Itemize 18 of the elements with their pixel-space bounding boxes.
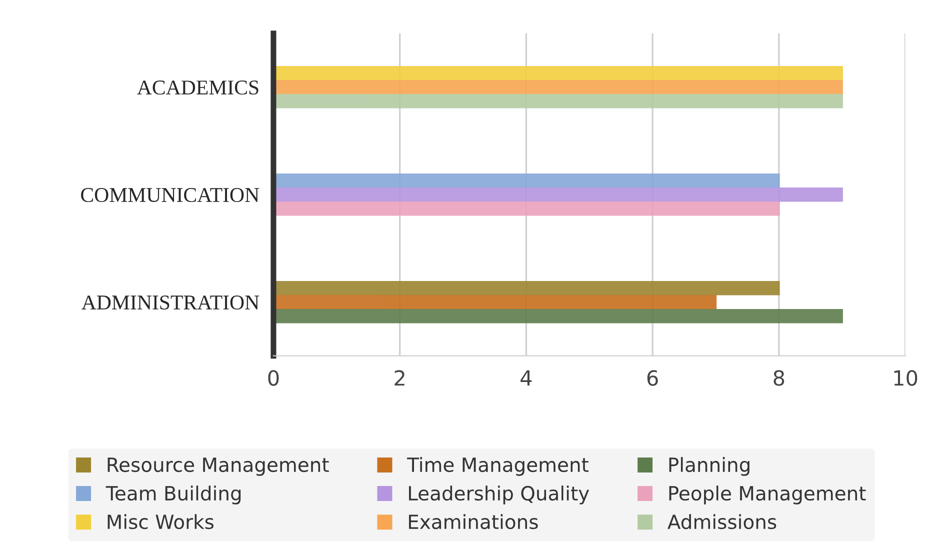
x-tick-label: 6 <box>647 370 658 386</box>
legend-label: Time Management <box>407 457 588 476</box>
legend-label: Leadership Quality <box>409 486 590 504</box>
x-tick-label: 2 <box>394 370 404 386</box>
x-tick-label: 4 <box>520 370 532 386</box>
x-tick-label: 0 <box>268 370 279 386</box>
legend-label: Planning <box>669 457 750 476</box>
legend-label: Misc Works <box>108 514 214 530</box>
legend-label: People Management <box>669 486 866 504</box>
y-tick-label: COMMUNICATION <box>81 188 260 202</box>
y-tick-label: ACADEMICS <box>137 80 258 95</box>
legend-label: Examinations <box>409 514 538 530</box>
legend-label: Resource Management <box>108 458 329 476</box>
x-tick-label: 8 <box>774 370 784 386</box>
x-tick-label: 10 <box>894 370 918 386</box>
y-tick-label: ADMINISTRATION <box>82 296 260 310</box>
legend-label: Team Building <box>106 486 241 504</box>
legend-label: Admissions <box>668 514 776 530</box>
